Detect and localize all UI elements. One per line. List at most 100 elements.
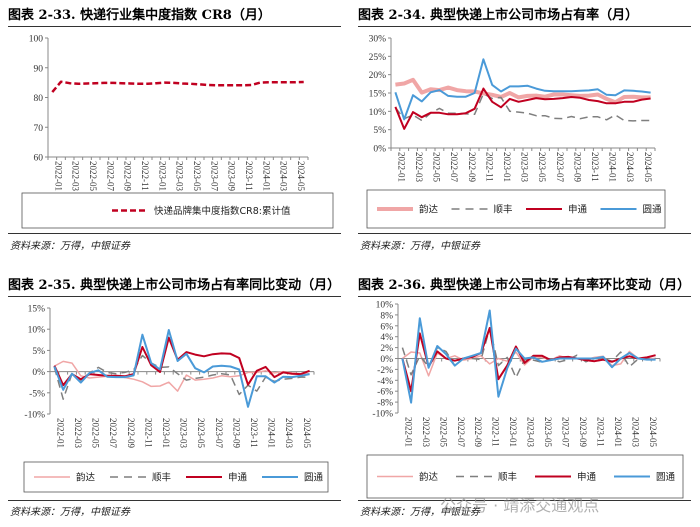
source-note: 资料来源：万得，中银证券 — [360, 241, 480, 252]
x-tick-label: 2024-03 — [284, 418, 294, 448]
chart-market-share: 0% 5% 10% 15% 20% 25% 30% 2022-01 2022-03 2022-05… — [366, 35, 666, 229]
x-tick-label: 2024-05 — [296, 161, 306, 191]
chart-title: 图表 2-34. 典型快递上市公司市场占有率（月） — [358, 8, 639, 23]
x-tick-label: 2022-11 — [491, 417, 501, 447]
x-tick-label: 2023-07 — [561, 417, 571, 447]
source-note: 资料来源：万得，中银证券 — [10, 241, 130, 252]
legend-label: 顺丰 — [494, 204, 513, 216]
x-tick-label: 2023-07 — [555, 152, 565, 182]
legend-label: 顺丰 — [152, 472, 171, 484]
x-tick-label: 2023-05 — [537, 152, 547, 182]
y-tick-label: -8% — [377, 399, 393, 409]
x-tick-label: 2024-05 — [648, 417, 658, 447]
series-line-zto — [394, 58, 651, 121]
x-tick-label: 2022-01 — [396, 152, 406, 182]
y-tick-label: -10% — [372, 410, 393, 420]
legend-box — [23, 461, 329, 493]
legend-box — [21, 192, 334, 229]
chart-title: 图表 2-35. 典型快递上市公司市场占有率同比变动（月） — [8, 278, 341, 293]
chart-title: 图表 2-36. 典型快递上市公司市场占有率环比变动（月） — [358, 278, 691, 293]
x-tick-label: 2024-03 — [625, 152, 635, 182]
watermark: 公众号 · 靖添交通观点 — [440, 496, 600, 515]
x-tick-label: 2023-11 — [596, 417, 606, 447]
x-tick-label: 2023-01 — [508, 417, 518, 447]
series-line-zto — [53, 329, 310, 408]
chart-yoy: -10% -5% 0% 5% 10% 15% 2022-01 2022-03 2022-05 20… — [23, 305, 329, 493]
panel-yoy: 图表 2-35. 典型快递上市公司市场占有率同比变动（月） -10% -5% 0% 5… — [0, 270, 345, 527]
legend-box — [366, 189, 666, 229]
x-tick-label: 2023-11 — [244, 161, 254, 191]
x-tick-label: 2022-09 — [126, 418, 136, 448]
x-tick-label: 2022-03 — [71, 161, 81, 191]
x-tick-label: 2023-01 — [502, 152, 512, 182]
x-tick-label: 2023-01 — [161, 418, 171, 448]
y-tick-label: 15% — [369, 90, 387, 100]
series-line-sto — [394, 87, 651, 130]
legend-label: 申通 — [228, 472, 248, 484]
x-tick-label: 2022-03 — [73, 418, 83, 448]
y-tick-label: 4% — [380, 333, 393, 343]
legend-label: 圆通 — [656, 472, 676, 483]
divider — [8, 296, 341, 297]
x-tick-label: 2022-03 — [414, 152, 424, 182]
legend-label: 顺丰 — [498, 471, 517, 483]
y-tick-label: 10% — [28, 326, 46, 336]
x-tick-label: 2023-07 — [214, 418, 224, 448]
x-tick-label: 2022-11 — [484, 152, 494, 182]
x-tick-label: 2022-01 — [55, 418, 65, 448]
y-tick-label: -2% — [377, 366, 393, 376]
legend-label: 韵达 — [419, 471, 439, 483]
x-tick-label: 2023-05 — [543, 417, 553, 447]
x-tick-label: 2022-05 — [91, 418, 101, 448]
x-tick-label: 2022-01 — [53, 161, 63, 191]
panel-market-share: 图表 2-34. 典型快递上市公司市场占有率（月） 0% 5% 10% 15% 20% 2… — [350, 0, 695, 260]
series-line-cr8 — [51, 80, 304, 93]
y-tick-label: 10% — [376, 301, 394, 311]
y-tick-label: 0% — [32, 368, 45, 378]
y-tick-label: 15% — [28, 305, 46, 315]
x-tick-label: 2023-09 — [572, 152, 582, 182]
divider — [358, 233, 691, 234]
x-tick-label: 2022-03 — [421, 417, 431, 447]
x-tick-label: 2023-09 — [227, 161, 237, 191]
legend-box — [366, 454, 684, 499]
y-tick-label: 8% — [380, 311, 393, 321]
x-tick-label: 2022-09 — [467, 152, 477, 182]
panel-mom: 图表 2-36. 典型快递上市公司市场占有率环比变动（月） -10% -8% -6%… — [350, 270, 695, 527]
series-line-sf — [401, 327, 656, 379]
x-tick-label: 2022-11 — [140, 161, 150, 191]
x-tick-label: 2022-07 — [449, 152, 459, 182]
y-tick-label: 90 — [34, 64, 44, 74]
x-tick-label: 2022-01 — [403, 417, 413, 447]
y-tick-label: 10% — [369, 108, 387, 118]
y-tick-label: -4% — [377, 377, 393, 387]
y-tick-label: -5% — [29, 389, 45, 399]
x-tick-label: 2023-03 — [179, 418, 189, 448]
x-tick-label: 2023-11 — [249, 418, 259, 448]
x-tick-label: 2023-03 — [526, 417, 536, 447]
legend-label: 快递品牌集中度指数CR8:累计值 — [154, 205, 291, 217]
x-tick-label: 2022-07 — [456, 417, 466, 447]
x-tick-label: 2023-07 — [209, 161, 219, 191]
y-tick-label: 100 — [29, 35, 44, 45]
y-tick-label: -10% — [24, 411, 45, 421]
x-tick-label: 2022-05 — [88, 161, 98, 191]
x-tick-label: 2023-01 — [157, 161, 167, 191]
x-tick-label: 2022-05 — [432, 152, 442, 182]
x-tick-label: 2023-09 — [578, 417, 588, 447]
x-tick-label: 2024-01 — [267, 418, 277, 448]
y-tick-label: 60 — [34, 154, 44, 164]
y-tick-label: 6% — [380, 322, 393, 332]
x-tick-label: 2024-03 — [630, 417, 640, 447]
divider — [8, 26, 341, 27]
x-tick-label: 2022-07 — [105, 161, 115, 191]
y-tick-label: -6% — [377, 388, 393, 398]
y-tick-label: 5% — [32, 347, 45, 357]
x-tick-label: 2024-01 — [261, 161, 271, 191]
legend-label: 韵达 — [76, 472, 96, 484]
x-tick-label: 2023-05 — [196, 418, 206, 448]
chart-title: 图表 2-33. 快递行业集中度指数 CR8（月） — [8, 8, 271, 23]
x-tick-label: 2023-11 — [590, 152, 600, 182]
divider — [358, 500, 691, 501]
x-tick-label: 2022-05 — [438, 417, 448, 447]
